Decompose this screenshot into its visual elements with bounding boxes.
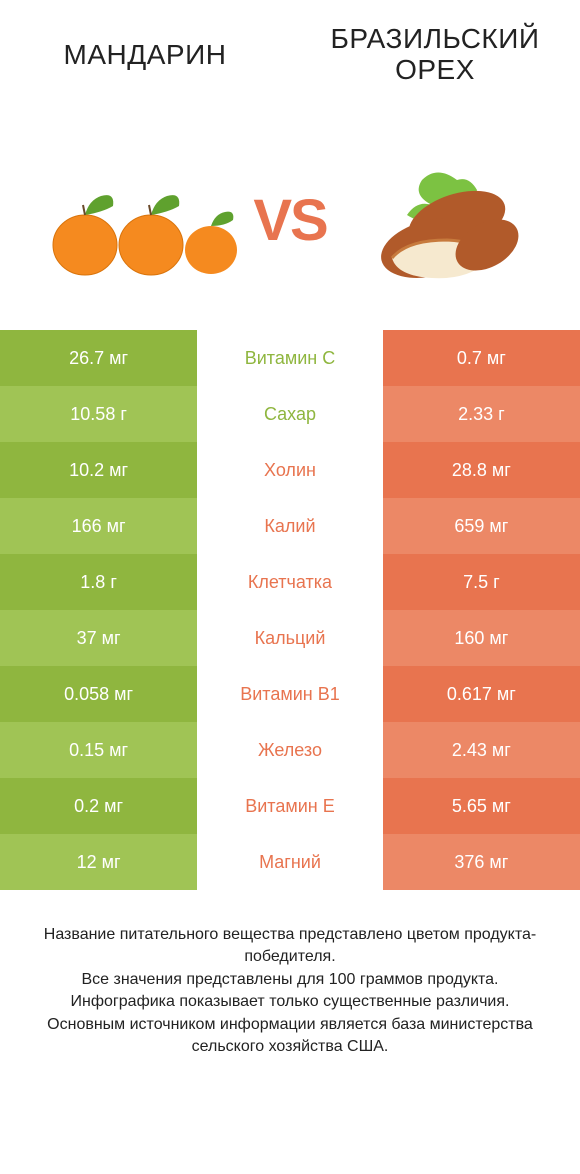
footer-line: Инфографика показывает только существенн… xyxy=(26,991,554,1013)
value-right: 2.43 мг xyxy=(383,722,580,778)
title-left: Mандарин xyxy=(14,40,276,71)
footer-line: Название питательного вещества представл… xyxy=(26,924,554,969)
value-left: 10.2 мг xyxy=(0,442,197,498)
value-left: 26.7 мг xyxy=(0,330,197,386)
value-right: 0.7 мг xyxy=(383,330,580,386)
table-row: 26.7 мгВитамин C0.7 мг xyxy=(0,330,580,386)
header-right: Бразильский орех xyxy=(290,24,580,86)
value-right: 5.65 мг xyxy=(383,778,580,834)
nutrient-label: Витамин E xyxy=(197,778,383,834)
table-row: 166 мгКалий659 мг xyxy=(0,498,580,554)
value-left: 166 мг xyxy=(0,498,197,554)
table-row: 10.2 мгХолин28.8 мг xyxy=(0,442,580,498)
comparison-table: 26.7 мгВитамин C0.7 мг10.58 гСахар2.33 г… xyxy=(0,330,580,890)
value-right: 376 мг xyxy=(383,834,580,890)
nutrient-label: Сахар xyxy=(197,386,383,442)
title-right: Бразильский орех xyxy=(304,24,566,86)
table-row: 0.15 мгЖелезо2.43 мг xyxy=(0,722,580,778)
nutrient-label: Кальций xyxy=(197,610,383,666)
value-left: 1.8 г xyxy=(0,554,197,610)
vs-label: VS xyxy=(253,187,326,254)
table-row: 0.2 мгВитамин E5.65 мг xyxy=(0,778,580,834)
nutrient-label: Клетчатка xyxy=(197,554,383,610)
value-right: 0.617 мг xyxy=(383,666,580,722)
footer: Название питательного вещества представл… xyxy=(0,890,580,1058)
value-left: 12 мг xyxy=(0,834,197,890)
value-left: 0.15 мг xyxy=(0,722,197,778)
value-right: 659 мг xyxy=(383,498,580,554)
table-row: 10.58 гСахар2.33 г xyxy=(0,386,580,442)
value-right: 2.33 г xyxy=(383,386,580,442)
brazilnut-icon xyxy=(337,150,537,290)
value-right: 28.8 мг xyxy=(383,442,580,498)
nutrient-label: Витамин C xyxy=(197,330,383,386)
footer-line: Все значения представлены для 100 граммо… xyxy=(26,969,554,991)
value-left: 10.58 г xyxy=(0,386,197,442)
value-right: 160 мг xyxy=(383,610,580,666)
value-left: 0.058 мг xyxy=(0,666,197,722)
hero: VS xyxy=(0,110,580,330)
value-right: 7.5 г xyxy=(383,554,580,610)
mandarin-icon xyxy=(43,150,243,290)
header: Mандарин Бразильский орех xyxy=(0,0,580,110)
nutrient-label: Калий xyxy=(197,498,383,554)
nutrient-label: Холин xyxy=(197,442,383,498)
table-row: 37 мгКальций160 мг xyxy=(0,610,580,666)
header-left: Mандарин xyxy=(0,40,290,71)
value-left: 37 мг xyxy=(0,610,197,666)
value-left: 0.2 мг xyxy=(0,778,197,834)
table-row: 12 мгМагний376 мг xyxy=(0,834,580,890)
nutrient-label: Витамин B1 xyxy=(197,666,383,722)
footer-line: Основным источником информации является … xyxy=(26,1014,554,1059)
nutrient-label: Магний xyxy=(197,834,383,890)
nutrient-label: Железо xyxy=(197,722,383,778)
table-row: 1.8 гКлетчатка7.5 г xyxy=(0,554,580,610)
table-row: 0.058 мгВитамин B10.617 мг xyxy=(0,666,580,722)
